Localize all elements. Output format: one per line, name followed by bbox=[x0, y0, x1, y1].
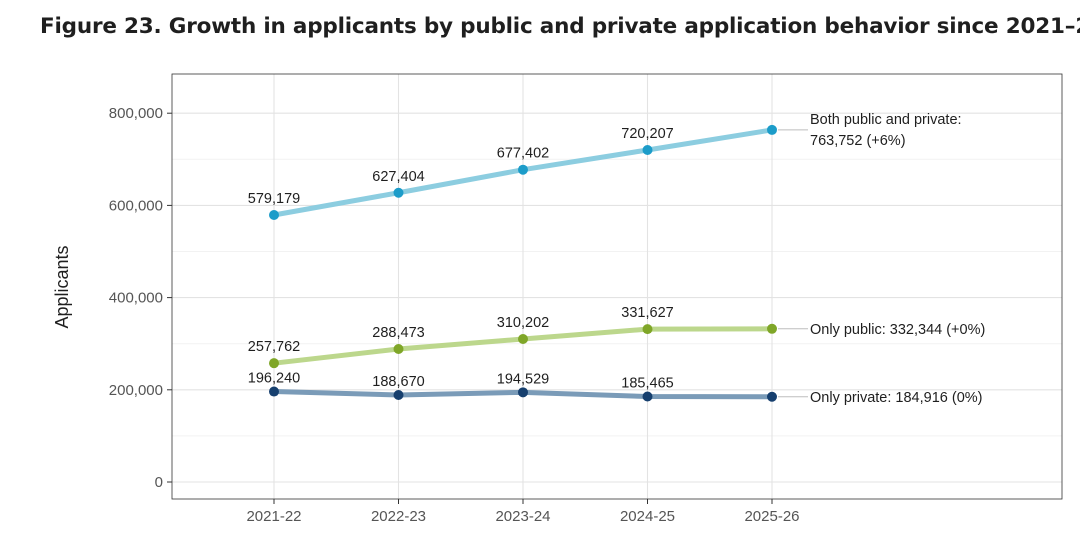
data-label: 310,202 bbox=[497, 315, 549, 331]
y-axis-title: Applicants bbox=[52, 245, 72, 328]
data-label: 194,529 bbox=[497, 371, 549, 387]
x-tick-label: 2021-22 bbox=[246, 508, 301, 525]
series-end-label: Both public and private: bbox=[810, 112, 962, 128]
data-point bbox=[642, 391, 653, 402]
data-point bbox=[393, 187, 404, 198]
y-tick-label: 400,000 bbox=[109, 290, 163, 307]
data-labels: 579,179 627,404 677,402 720,207 Both public … bbox=[248, 112, 986, 406]
y-tick-label: 200,000 bbox=[109, 382, 163, 399]
data-point bbox=[767, 124, 777, 135]
grid-lines bbox=[172, 74, 1062, 499]
data-point bbox=[642, 324, 653, 335]
data-point bbox=[393, 344, 404, 355]
data-label: 288,473 bbox=[372, 325, 424, 341]
data-point bbox=[269, 386, 279, 397]
data-label: 188,670 bbox=[372, 374, 424, 390]
series-end-label: Only public: 332,344 (+0%) bbox=[810, 322, 985, 338]
data-point bbox=[642, 144, 653, 155]
series-both-public-and-private bbox=[269, 124, 777, 220]
data-label: 185,465 bbox=[621, 376, 673, 392]
data-point bbox=[518, 164, 528, 175]
data-label: 257,762 bbox=[248, 339, 300, 355]
series-end-label: 763,752 (+6%) bbox=[810, 133, 906, 149]
y-tick-label: 0 bbox=[155, 474, 163, 491]
data-point bbox=[518, 387, 528, 398]
data-label: 720,207 bbox=[621, 126, 673, 142]
data-label: 331,627 bbox=[621, 305, 673, 321]
data-point bbox=[767, 391, 777, 402]
series bbox=[269, 124, 777, 402]
data-label: 579,179 bbox=[248, 191, 300, 207]
data-point bbox=[269, 209, 279, 220]
x-tick-label: 2025-26 bbox=[744, 508, 799, 525]
figure-title: Figure 23. Growth in applicants by publi… bbox=[40, 14, 1080, 39]
data-point bbox=[767, 323, 777, 334]
series-end-label: Only private: 184,916 (0%) bbox=[810, 390, 982, 406]
data-label: 196,240 bbox=[248, 371, 300, 387]
axes: 0 200,000 400,000 600,000 800,000 2021-22 2022… bbox=[109, 105, 800, 525]
data-point bbox=[269, 358, 279, 369]
data-label: 627,404 bbox=[372, 169, 424, 185]
y-tick-label: 800,000 bbox=[109, 105, 163, 122]
data-point bbox=[393, 390, 404, 401]
x-tick-label: 2024-25 bbox=[620, 508, 675, 525]
data-label: 677,402 bbox=[497, 146, 549, 162]
series-only-public bbox=[269, 323, 777, 369]
x-tick-label: 2022-23 bbox=[371, 508, 426, 525]
plot-panel-border bbox=[171, 73, 1063, 500]
y-tick-label: 600,000 bbox=[109, 197, 163, 214]
data-point bbox=[518, 333, 528, 344]
series-only-private bbox=[269, 386, 777, 402]
x-tick-label: 2023-24 bbox=[495, 508, 550, 525]
